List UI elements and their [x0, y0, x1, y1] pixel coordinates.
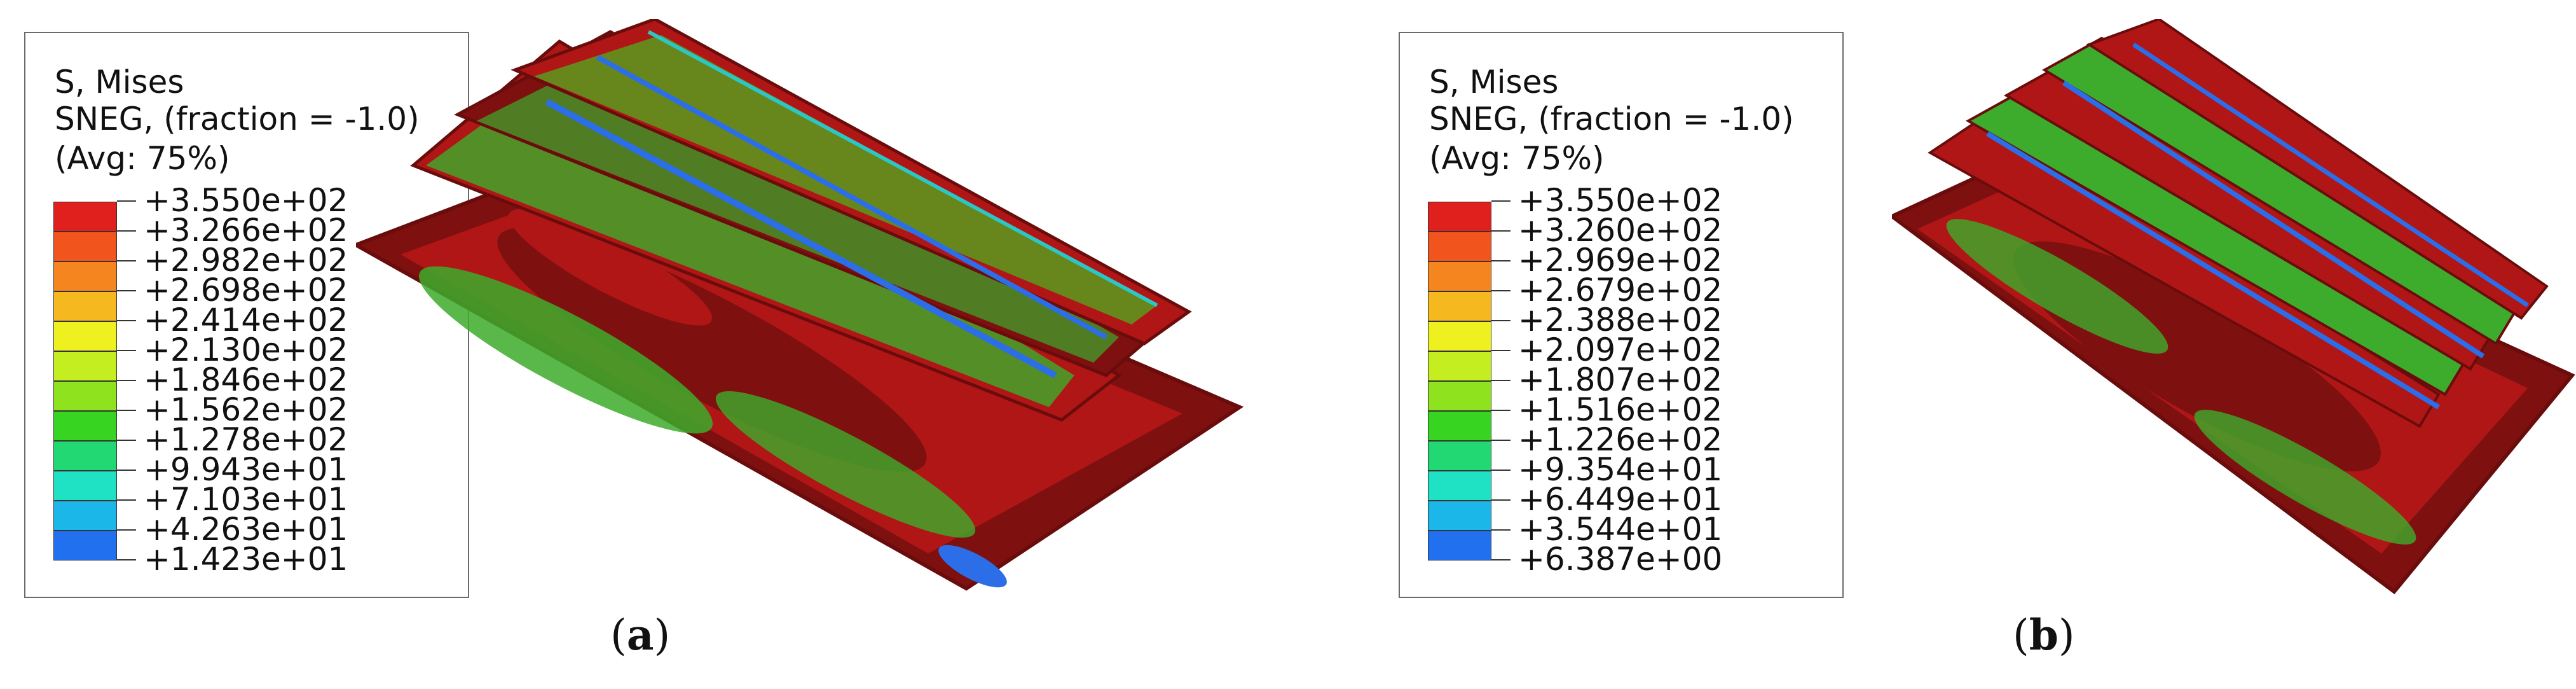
- tick-label: +3.550e+02: [144, 182, 348, 219]
- tick-label: +2.969e+02: [1518, 242, 1723, 279]
- panel-b: S, Mises SNEG, (fraction = -1.0) (Avg: 7…: [1288, 0, 2576, 689]
- tick-mark: [117, 260, 136, 261]
- stress-legend: S, Mises SNEG, (fraction = -1.0) (Avg: 7…: [24, 32, 469, 598]
- tick-label: +1.807e+02: [1518, 361, 1723, 398]
- tick-label: +1.278e+02: [144, 421, 348, 458]
- tick-mark: [117, 200, 136, 202]
- tick-mark: [1491, 559, 1511, 560]
- tick-mark: [1491, 380, 1511, 381]
- tick-mark: [1491, 529, 1511, 531]
- tick-mark: [117, 559, 136, 560]
- legend-title-line-1: S, Mises: [55, 64, 184, 101]
- colorbar-swatch: [53, 291, 117, 321]
- legend-title-line-2: SNEG, (fraction = -1.0): [1429, 101, 1794, 137]
- colorbar-swatch: [1428, 381, 1491, 411]
- colorbar-swatch: [53, 351, 117, 381]
- tick-mark: [117, 499, 136, 501]
- colorbar-swatch: [53, 531, 117, 560]
- colorbar: [53, 202, 117, 560]
- colorbar-swatch: [53, 381, 117, 411]
- tick-mark: [117, 529, 136, 531]
- figure-caption-a: (a): [610, 610, 671, 660]
- tick-label: +9.354e+01: [1518, 451, 1723, 488]
- colorbar-swatch: [53, 232, 117, 261]
- colorbar-swatch: [1428, 202, 1491, 232]
- colorbar-swatch: [53, 261, 117, 291]
- tick-label: +3.266e+02: [144, 212, 348, 249]
- tick-mark: [117, 410, 136, 411]
- tick-label: +1.516e+02: [1518, 391, 1723, 428]
- tick-label: +2.097e+02: [1518, 331, 1723, 368]
- colorbar-swatch: [1428, 411, 1491, 441]
- colorbar-swatch: [53, 501, 117, 531]
- colorbar-swatch: [1428, 321, 1491, 351]
- tick-mark: [117, 320, 136, 321]
- legend-title-line-3: (Avg: 75%): [1429, 140, 1605, 177]
- tick-label: +2.982e+02: [144, 242, 348, 279]
- tick-mark: [117, 230, 136, 232]
- tick-label: +9.943e+01: [144, 451, 348, 488]
- tick-label: +2.679e+02: [1518, 272, 1723, 309]
- tick-label: +3.544e+01: [1518, 511, 1723, 548]
- tick-mark: [117, 380, 136, 381]
- tick-mark: [1491, 350, 1511, 351]
- tick-label: +4.263e+01: [144, 511, 348, 548]
- panel-a: S, Mises SNEG, (fraction = -1.0) (Avg: 7…: [24, 19, 1244, 660]
- fem-contour-view-a: [356, 19, 1244, 591]
- tick-label: +2.130e+02: [144, 331, 348, 368]
- tick-label: +3.550e+02: [1518, 182, 1723, 219]
- colorbar-swatch: [1428, 351, 1491, 381]
- figure-caption-b: (b): [2013, 610, 2075, 660]
- tick-mark: [117, 290, 136, 291]
- tick-mark: [1491, 290, 1511, 291]
- colorbar-swatch: [53, 202, 117, 232]
- colorbar-swatch: [1428, 501, 1491, 531]
- colorbar-swatch: [1428, 261, 1491, 291]
- stiffeners: [410, 19, 1192, 422]
- tick-label: +2.698e+02: [144, 272, 348, 309]
- tick-mark: [117, 440, 136, 441]
- tick-label: +1.423e+01: [144, 541, 348, 578]
- shell-plate: [1892, 137, 2575, 595]
- colorbar-swatch: [1428, 531, 1491, 560]
- tick-label: +1.226e+02: [1518, 421, 1723, 458]
- tick-label: +7.103e+01: [144, 481, 348, 518]
- tick-mark: [1491, 260, 1511, 261]
- colorbar-swatch: [1428, 232, 1491, 261]
- colorbar-swatch: [53, 321, 117, 351]
- tick-mark: [117, 470, 136, 471]
- tick-label: +1.846e+02: [144, 361, 348, 398]
- tick-label: +2.414e+02: [144, 302, 348, 338]
- tick-mark: [1491, 200, 1511, 202]
- stress-legend: S, Mises SNEG, (fraction = -1.0) (Avg: 7…: [1399, 32, 1844, 598]
- colorbar-swatch: [1428, 291, 1491, 321]
- tick-label: +6.387e+00: [1518, 541, 1723, 578]
- legend-title-line-3: (Avg: 75%): [55, 140, 230, 177]
- stiffeners: [1928, 19, 2549, 428]
- colorbar-swatch: [53, 441, 117, 471]
- tick-label: +3.260e+02: [1518, 212, 1723, 249]
- legend-title-line-1: S, Mises: [1429, 64, 1559, 101]
- tick-mark: [117, 350, 136, 351]
- colorbar-swatch: [1428, 441, 1491, 471]
- colorbar-swatch: [53, 471, 117, 501]
- tick-label: +1.562e+02: [144, 391, 348, 428]
- fem-contour-view-b: [1892, 19, 2575, 595]
- colorbar-swatch: [53, 411, 117, 441]
- tick-mark: [1491, 499, 1511, 501]
- tick-mark: [1491, 440, 1511, 441]
- colorbar: [1428, 202, 1491, 560]
- tick-mark: [1491, 410, 1511, 411]
- colorbar-swatch: [1428, 471, 1491, 501]
- shell-plate: [356, 141, 1244, 591]
- tick-mark: [1491, 230, 1511, 232]
- tick-mark: [1491, 320, 1511, 321]
- tick-label: +2.388e+02: [1518, 302, 1723, 338]
- legend-title-line-2: SNEG, (fraction = -1.0): [55, 101, 420, 137]
- tick-mark: [1491, 470, 1511, 471]
- tick-label: +6.449e+01: [1518, 481, 1723, 518]
